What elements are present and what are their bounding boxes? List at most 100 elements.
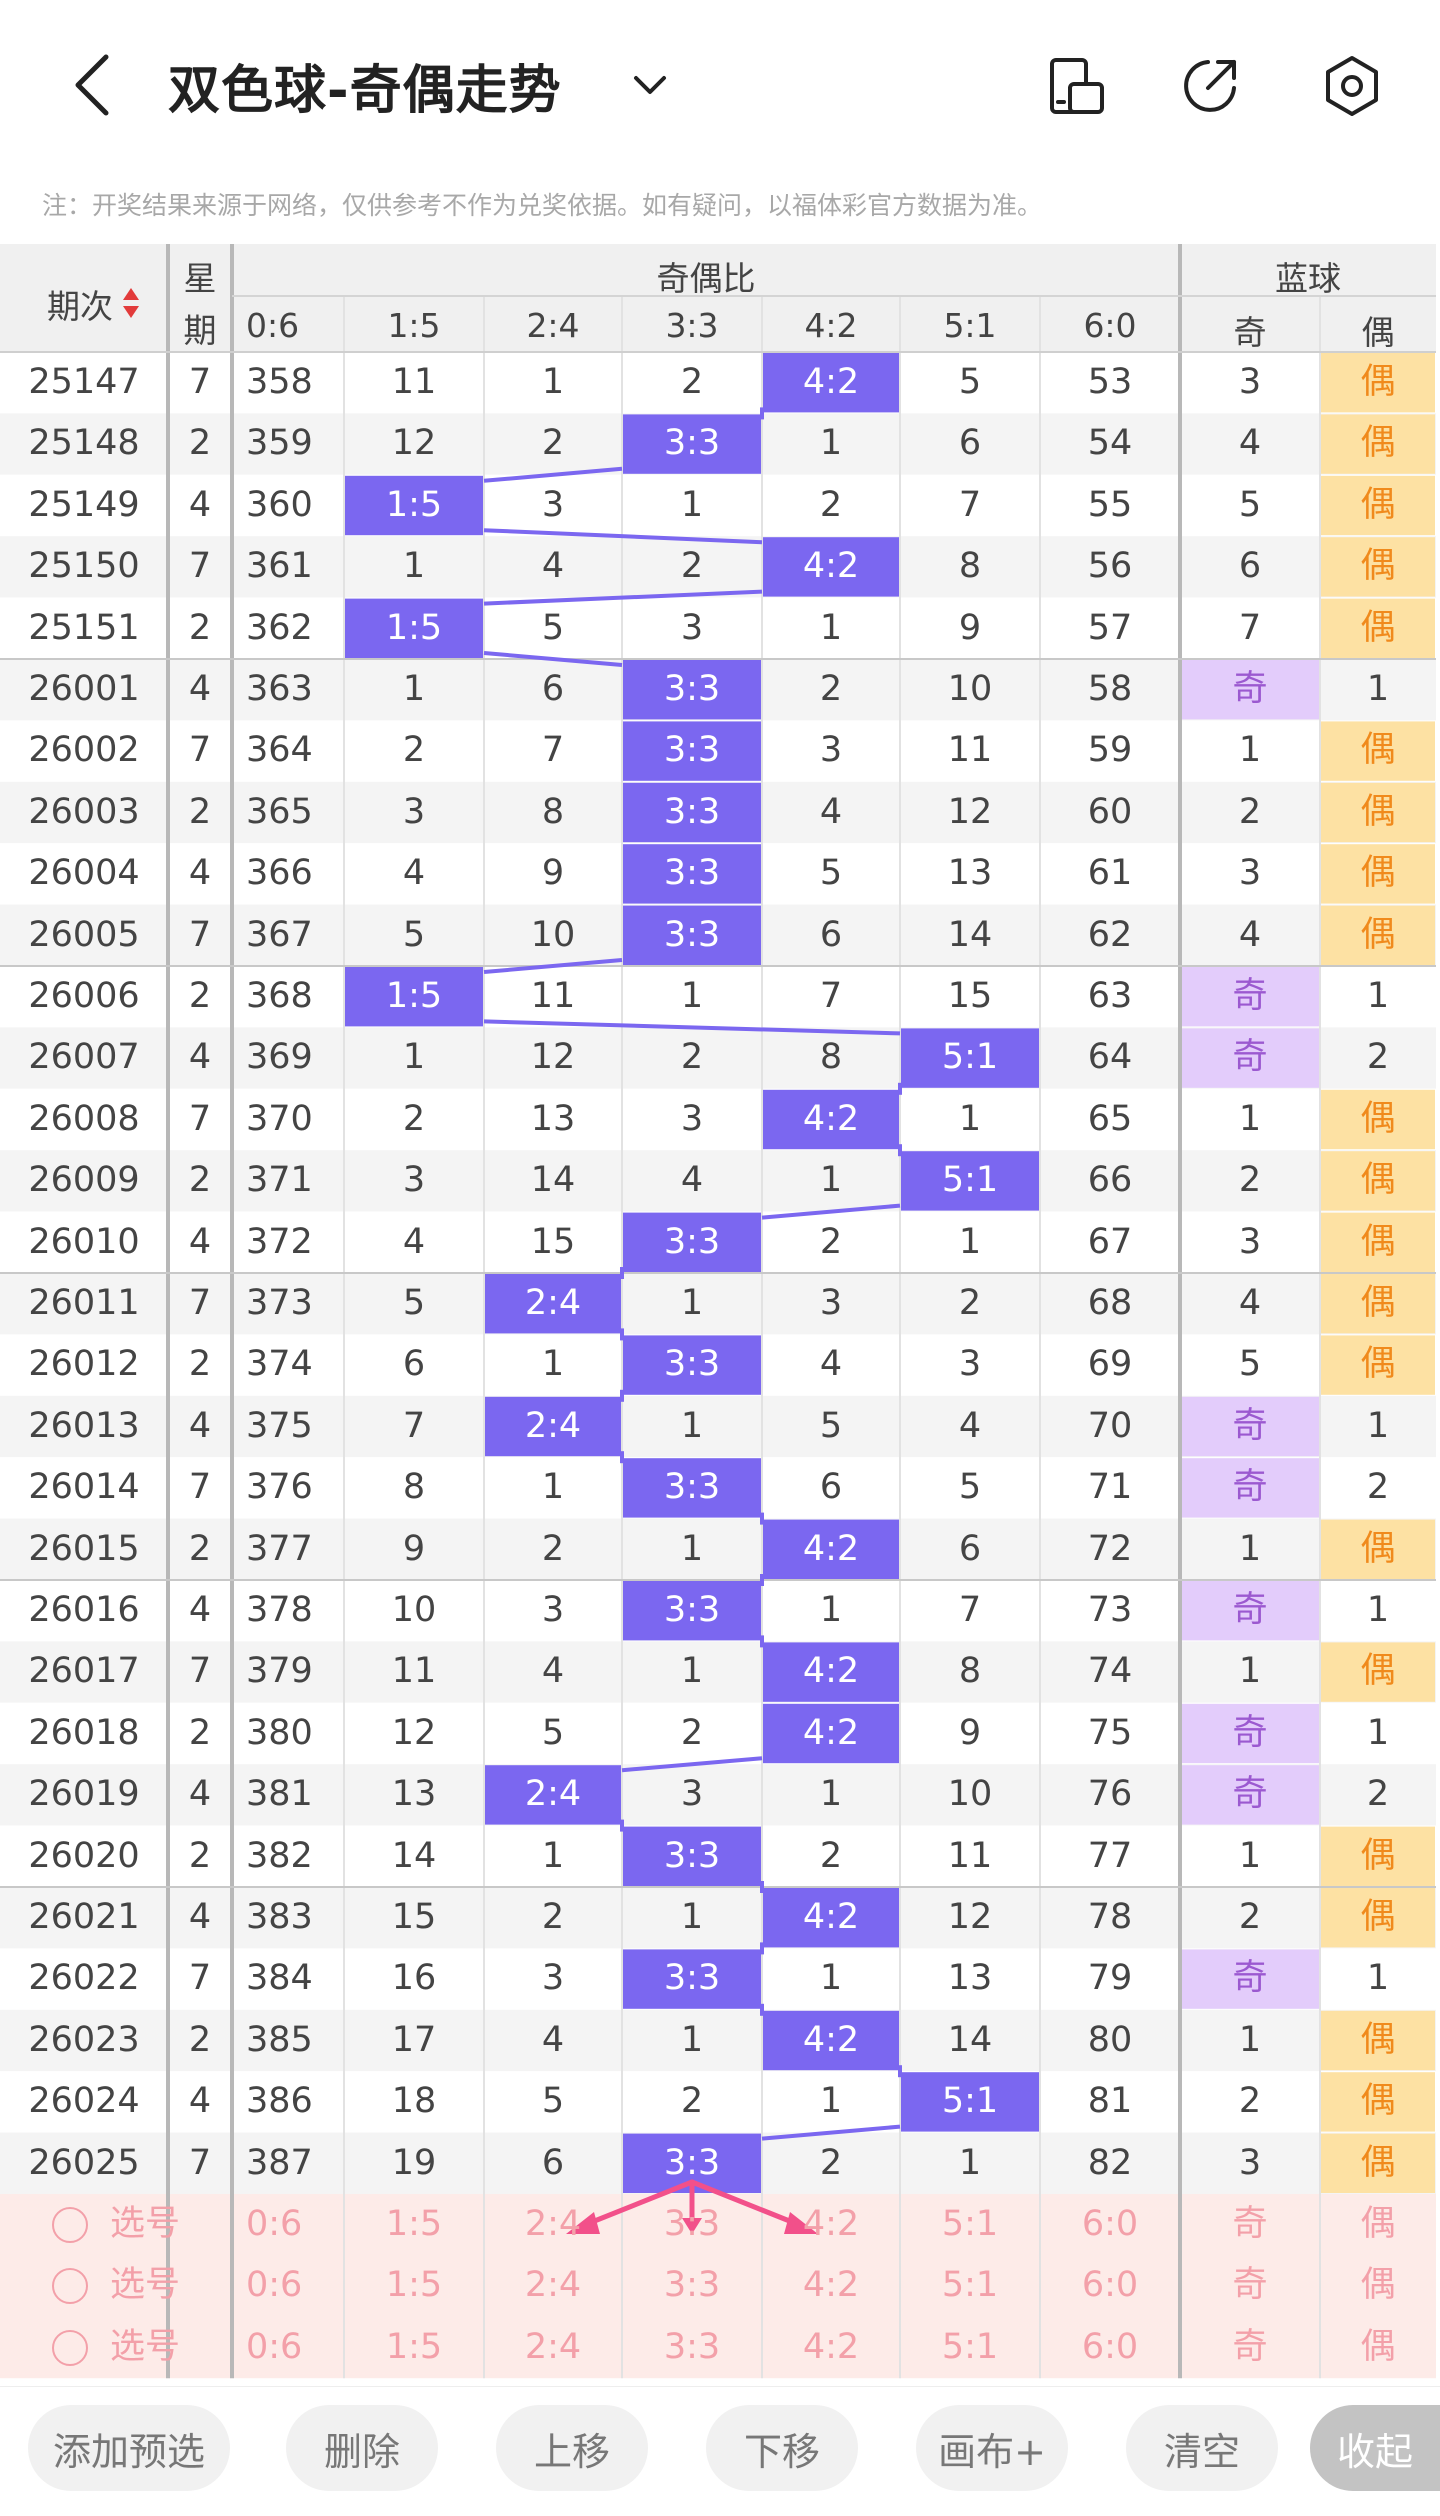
ratio-cell: 11 xyxy=(947,1835,993,1876)
device-rotate-icon[interactable] xyxy=(1040,50,1112,122)
page-title[interactable]: 双色球-奇偶走势 xyxy=(168,61,562,121)
preselect-option[interactable]: 4:2 xyxy=(802,2265,860,2306)
preselect-option[interactable]: 3:3 xyxy=(663,2265,721,2306)
ratio-cell: 11 xyxy=(391,362,437,402)
back-arrow-icon[interactable] xyxy=(52,40,132,130)
ratio-cell: 11 xyxy=(947,730,993,771)
preselect-option[interactable]: 4:2 xyxy=(802,2204,860,2244)
ratio-cell: 4 xyxy=(402,853,426,894)
ratio-cell: 1 xyxy=(680,1651,704,1692)
blue-hit-cell xyxy=(1321,1089,1435,1150)
canvas-add-button[interactable]: 画布+ xyxy=(916,2405,1068,2491)
preselect-option[interactable]: 偶 xyxy=(1360,2265,1396,2306)
preselect-option[interactable]: 奇 xyxy=(1232,2265,1268,2306)
trend-line xyxy=(483,589,763,606)
preselect-option[interactable]: 偶 xyxy=(1360,2326,1396,2367)
period-cell: 26004 xyxy=(28,853,140,894)
weekday-cell: 2 xyxy=(188,423,212,464)
preselect-option[interactable]: 0:6 xyxy=(246,2204,303,2244)
preselect-option[interactable]: 6:0 xyxy=(1081,2204,1139,2244)
hit-cell-label: 1:5 xyxy=(385,484,443,525)
move-down-button[interactable]: 下移 xyxy=(706,2405,858,2491)
ratio-cell: 2 xyxy=(541,1528,565,1569)
preselect-radio[interactable] xyxy=(52,2207,88,2243)
ratio-cell: 384 xyxy=(246,1958,313,1999)
ratio-cell: 1 xyxy=(402,1037,426,1078)
weekday-cell: 4 xyxy=(188,1037,212,1078)
ratio-cell: 77 xyxy=(1087,1835,1133,1876)
hit-cell xyxy=(623,721,761,781)
ratio-cell: 2 xyxy=(541,1897,565,1937)
blue-even-cell: 偶 xyxy=(1360,1528,1396,1569)
collapse-button[interactable]: 收起 xyxy=(1310,2405,1440,2491)
ratio-cell: 1 xyxy=(541,1835,565,1876)
ratio-cell: 5 xyxy=(402,914,426,955)
trend-line xyxy=(761,1203,901,1220)
period-header[interactable]: 期次 xyxy=(47,287,113,326)
ratio-cell: 374 xyxy=(246,1344,313,1385)
weekday-cell: 7 xyxy=(188,2142,212,2183)
preselect-option[interactable]: 5:1 xyxy=(941,2326,999,2367)
preselect-option[interactable]: 1:5 xyxy=(385,2326,443,2367)
ratio-cell: 58 xyxy=(1087,669,1133,709)
preselect-option[interactable]: 3:3 xyxy=(663,2204,721,2244)
preselect-option[interactable]: 奇 xyxy=(1232,2204,1268,2244)
preselect-option[interactable]: 3:3 xyxy=(663,2326,721,2367)
ratio-cell: 1 xyxy=(819,423,843,464)
preselect-option[interactable]: 4:2 xyxy=(802,2326,860,2367)
preselect-option[interactable]: 5:1 xyxy=(941,2265,999,2306)
preselect-option[interactable]: 0:6 xyxy=(246,2326,303,2367)
preselect-radio[interactable] xyxy=(52,2329,88,2366)
add-preselect-button[interactable]: 添加预选 xyxy=(28,2405,230,2491)
ratio-cell: 361 xyxy=(246,546,313,587)
share-icon[interactable] xyxy=(1174,50,1246,122)
settings-icon[interactable] xyxy=(1316,50,1388,122)
header: 双色球-奇偶走势 注：开奖结果来源于网络，仅供参考不作为兑奖依据。如有疑问，以福… xyxy=(0,0,1440,220)
move-up-button[interactable]: 上移 xyxy=(496,2405,648,2491)
blue-even-cell: 偶 xyxy=(1360,730,1396,771)
ratio-header-1-5: 1:5 xyxy=(387,306,441,345)
blue-hit-cell xyxy=(1181,1765,1319,1825)
delete-button[interactable]: 删除 xyxy=(286,2405,438,2491)
preselect-option[interactable]: 6:0 xyxy=(1081,2265,1139,2306)
weekday-cell: 4 xyxy=(188,669,212,709)
preselect-option[interactable]: 奇 xyxy=(1232,2326,1268,2367)
preselect-option[interactable]: 2:4 xyxy=(524,2326,582,2367)
ratio-cell: 375 xyxy=(246,1405,313,1446)
preselect-option[interactable]: 2:4 xyxy=(524,2204,582,2244)
blue-odd-cell: 奇 xyxy=(1232,669,1268,709)
blue-hit-cell xyxy=(1321,905,1435,965)
weekday-cell: 7 xyxy=(188,546,212,587)
ratio-cell: 13 xyxy=(391,1774,437,1815)
period-cell: 26023 xyxy=(28,2019,140,2060)
ratio-cell: 2 xyxy=(541,423,565,464)
ratio-cell: 7 xyxy=(541,730,565,771)
preselect-option[interactable]: 6:0 xyxy=(1081,2326,1139,2367)
weekday-cell: 7 xyxy=(188,730,212,771)
ratio-cell: 370 xyxy=(246,1098,313,1139)
preselect-radio[interactable] xyxy=(52,2268,88,2305)
blue-odd-cell: 2 xyxy=(1238,1897,1262,1937)
ratio-cell: 3 xyxy=(819,730,843,771)
trend-line xyxy=(483,651,623,667)
ratio-cell: 1 xyxy=(680,2019,704,2060)
preselect-option[interactable]: 偶 xyxy=(1360,2204,1396,2244)
clear-button[interactable]: 清空 xyxy=(1126,2405,1278,2491)
ratio-cell: 4 xyxy=(958,1405,982,1446)
weekday-cell: 4 xyxy=(188,853,212,894)
ratio-cell: 18 xyxy=(391,2081,437,2122)
chevron-down-icon[interactable] xyxy=(625,60,675,110)
weekday-cell: 7 xyxy=(188,1098,212,1139)
sort-icon[interactable] xyxy=(122,286,140,324)
ratio-cell: 4 xyxy=(680,1160,704,1201)
preselect-option[interactable]: 0:6 xyxy=(246,2265,303,2306)
blue-hit-cell xyxy=(1321,598,1435,658)
ratio-cell: 381 xyxy=(246,1774,313,1815)
preselect-option[interactable]: 1:5 xyxy=(385,2204,443,2244)
hit-cell xyxy=(763,1089,899,1150)
preselect-option[interactable]: 1:5 xyxy=(385,2265,443,2306)
ratio-cell: 8 xyxy=(958,546,982,587)
blue-odd-cell: 4 xyxy=(1238,1283,1262,1323)
preselect-option[interactable]: 5:1 xyxy=(941,2204,999,2244)
preselect-option[interactable]: 2:4 xyxy=(524,2265,582,2306)
